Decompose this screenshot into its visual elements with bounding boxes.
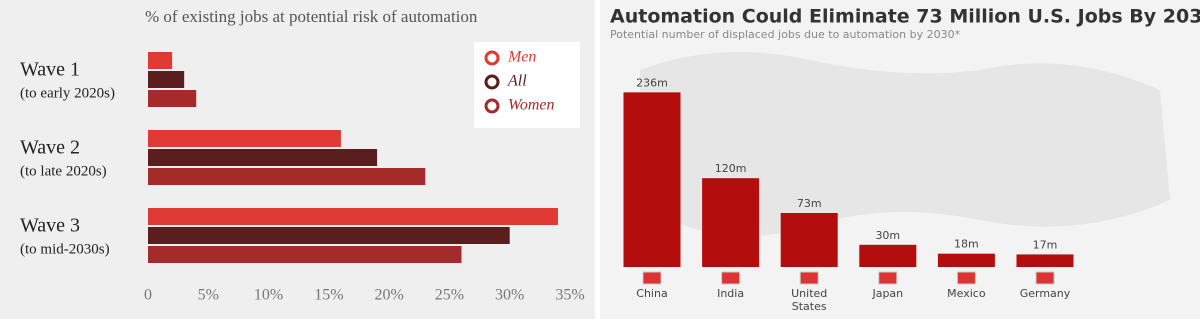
bar — [623, 92, 681, 267]
category-subtitle: (to late 2020s) — [20, 163, 107, 179]
flag-icon — [1035, 271, 1055, 285]
flag-icon — [878, 271, 898, 285]
chart-title: Automation Could Eliminate 73 Million U.… — [610, 6, 1200, 28]
x-tick-label: 0 — [144, 287, 152, 304]
x-tick-label: 35% — [555, 287, 584, 304]
bar — [859, 244, 917, 267]
category-label: Wave 2 — [20, 137, 80, 159]
value-label: 18m — [954, 238, 979, 251]
chart-subtitle: Potential number of displaced jobs due t… — [610, 28, 961, 41]
bar — [937, 253, 995, 267]
bar — [148, 52, 173, 69]
category-label: Wave 3 — [20, 215, 80, 237]
flag-icon — [799, 271, 819, 285]
x-tick-label: Japan — [872, 287, 904, 300]
x-tick-label: 10% — [254, 287, 283, 304]
x-tick-label: 30% — [495, 287, 524, 304]
x-tick-label: 20% — [374, 287, 403, 304]
x-tick-label: United States — [791, 287, 828, 313]
bar — [780, 212, 838, 267]
map-background — [640, 52, 1170, 236]
x-tick-label: China — [636, 287, 668, 300]
flag-icon — [956, 271, 976, 285]
bar — [148, 246, 462, 263]
bar — [1016, 254, 1074, 267]
x-tick-label: Germany — [1019, 287, 1071, 300]
x-tick-label: 25% — [435, 287, 464, 304]
value-label: 73m — [797, 197, 822, 210]
legend-marker — [484, 98, 500, 114]
x-tick-label: 15% — [314, 287, 343, 304]
legend-marker — [484, 50, 500, 66]
legend-marker — [484, 74, 500, 90]
legend-label: Men — [507, 49, 536, 66]
right-chart: Automation Could Eliminate 73 Million U.… — [600, 0, 1200, 319]
bar — [148, 227, 510, 244]
chart-title: % of existing jobs at potential risk of … — [145, 7, 478, 26]
x-tick-label: 5% — [198, 287, 219, 304]
value-label: 17m — [1033, 238, 1058, 251]
flag-icon — [721, 271, 741, 285]
legend-label: Women — [508, 97, 555, 114]
bar — [702, 178, 760, 267]
category-subtitle: (to mid-2030s) — [20, 241, 110, 257]
x-tick-label: Mexico — [947, 287, 986, 300]
bar — [148, 168, 426, 185]
legend-box — [474, 42, 580, 128]
legend-label: All — [507, 73, 527, 90]
bar — [148, 149, 378, 166]
bar — [148, 90, 197, 107]
bar — [148, 130, 341, 147]
category-subtitle: (to early 2020s) — [20, 85, 115, 101]
left-chart: % of existing jobs at potential risk of … — [0, 0, 595, 319]
value-label: 30m — [875, 229, 900, 242]
flag-icon — [642, 271, 662, 285]
value-label: 236m — [636, 76, 668, 89]
category-label: Wave 1 — [20, 59, 80, 81]
value-label: 120m — [715, 162, 747, 175]
x-tick-label: India — [717, 287, 745, 300]
bar — [148, 208, 558, 225]
bar — [148, 71, 185, 88]
